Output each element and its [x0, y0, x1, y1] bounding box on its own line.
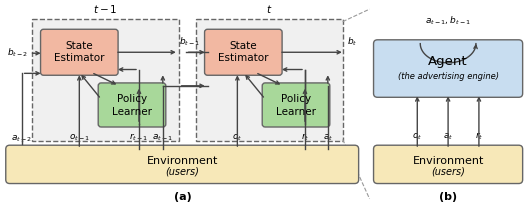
Text: $r_t$: $r_t$	[475, 131, 483, 142]
Text: Agent: Agent	[428, 55, 468, 68]
Bar	[196, 19, 343, 141]
Text: (the advertising engine): (the advertising engine)	[398, 72, 499, 81]
FancyBboxPatch shape	[98, 83, 166, 127]
Text: $a_t$: $a_t$	[443, 132, 453, 142]
Text: Policy: Policy	[117, 94, 147, 104]
Text: $o_{t-1}$: $o_{t-1}$	[69, 133, 90, 143]
Text: (b): (b)	[439, 192, 457, 202]
Text: $t-1$: $t-1$	[93, 3, 117, 15]
FancyBboxPatch shape	[205, 29, 282, 75]
FancyBboxPatch shape	[374, 145, 523, 184]
Text: $b_{t-1}$: $b_{t-1}$	[179, 36, 200, 48]
Text: Environment: Environment	[412, 156, 484, 166]
FancyBboxPatch shape	[262, 83, 330, 127]
Text: $b_t$: $b_t$	[347, 36, 357, 48]
Text: $o_t$: $o_t$	[412, 132, 422, 142]
Text: $a_{t-2}$: $a_{t-2}$	[11, 134, 32, 144]
FancyBboxPatch shape	[6, 145, 359, 184]
Text: (users): (users)	[431, 166, 465, 176]
Text: State: State	[66, 41, 93, 50]
Text: $r_{t-1}$: $r_{t-1}$	[129, 132, 148, 143]
Text: State: State	[229, 41, 257, 50]
FancyBboxPatch shape	[41, 29, 118, 75]
Text: Learner: Learner	[112, 107, 152, 117]
Text: $o_t$: $o_t$	[232, 133, 242, 143]
FancyBboxPatch shape	[374, 40, 523, 97]
Text: $a_{t-1}, b_{t-1}$: $a_{t-1}, b_{t-1}$	[425, 14, 471, 27]
Text: $b_{t-2}$: $b_{t-2}$	[7, 47, 29, 60]
Text: (a): (a)	[174, 192, 191, 202]
Text: $t$: $t$	[266, 3, 272, 15]
Text: Estimator: Estimator	[218, 53, 269, 63]
Text: $r_t$: $r_t$	[301, 132, 309, 143]
Bar	[32, 19, 179, 141]
Text: (users): (users)	[165, 166, 199, 176]
Text: Policy: Policy	[281, 94, 311, 104]
Text: $a_t$: $a_t$	[323, 133, 333, 143]
Text: $a_{t-1}$: $a_{t-1}$	[152, 133, 173, 143]
Text: Learner: Learner	[276, 107, 316, 117]
Text: Environment: Environment	[146, 156, 218, 166]
Text: Estimator: Estimator	[54, 53, 104, 63]
